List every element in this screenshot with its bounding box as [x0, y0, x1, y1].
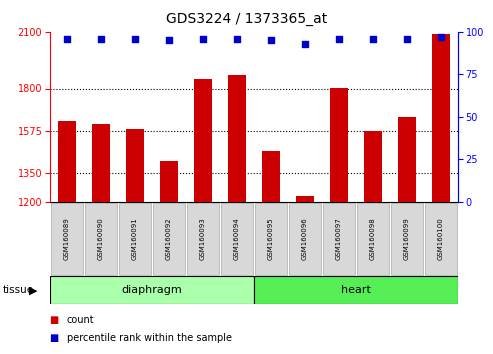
Point	[97, 36, 105, 41]
FancyBboxPatch shape	[153, 202, 185, 275]
FancyBboxPatch shape	[187, 202, 219, 275]
FancyBboxPatch shape	[424, 202, 458, 275]
Bar	[58, 121, 76, 202]
Point	[301, 41, 309, 47]
Text: GSM160093: GSM160093	[200, 218, 206, 260]
Point	[199, 36, 207, 41]
FancyBboxPatch shape	[51, 202, 83, 275]
Text: percentile rank within the sample: percentile rank within the sample	[67, 333, 232, 343]
Bar	[126, 129, 144, 202]
Text: GSM160094: GSM160094	[234, 218, 240, 260]
Text: ■: ■	[49, 333, 59, 343]
Text: heart: heart	[341, 285, 371, 295]
FancyBboxPatch shape	[221, 202, 253, 275]
Bar	[296, 196, 315, 202]
Point	[437, 34, 445, 40]
Text: count: count	[67, 315, 94, 325]
Point	[165, 38, 173, 43]
Bar	[432, 34, 450, 202]
Point	[131, 36, 139, 41]
FancyBboxPatch shape	[356, 202, 389, 275]
Text: ■: ■	[49, 315, 59, 325]
Text: GDS3224 / 1373365_at: GDS3224 / 1373365_at	[166, 12, 327, 27]
FancyBboxPatch shape	[255, 202, 287, 275]
Point	[63, 36, 71, 41]
FancyBboxPatch shape	[323, 202, 355, 275]
Point	[267, 38, 275, 43]
FancyBboxPatch shape	[85, 202, 117, 275]
Bar	[398, 117, 417, 202]
Point	[233, 36, 241, 41]
FancyBboxPatch shape	[50, 276, 254, 304]
Text: GSM160098: GSM160098	[370, 218, 376, 260]
Bar	[262, 151, 281, 202]
Point	[335, 36, 343, 41]
FancyBboxPatch shape	[254, 276, 458, 304]
Text: GSM160095: GSM160095	[268, 218, 274, 260]
Point	[369, 36, 377, 41]
Text: GSM160092: GSM160092	[166, 218, 172, 260]
Text: tissue: tissue	[2, 285, 34, 295]
Text: GSM160090: GSM160090	[98, 218, 104, 260]
Text: GSM160096: GSM160096	[302, 218, 308, 260]
Text: GSM160097: GSM160097	[336, 218, 342, 260]
Bar	[228, 75, 246, 202]
Text: ▶: ▶	[29, 285, 38, 295]
Bar	[330, 87, 349, 202]
Point	[403, 36, 411, 41]
Text: GSM160099: GSM160099	[404, 218, 410, 260]
FancyBboxPatch shape	[119, 202, 151, 275]
Text: GSM160100: GSM160100	[438, 218, 444, 260]
Text: diaphragm: diaphragm	[122, 285, 182, 295]
FancyBboxPatch shape	[390, 202, 423, 275]
Text: GSM160089: GSM160089	[64, 218, 70, 260]
Bar	[364, 131, 383, 202]
Bar	[92, 124, 110, 202]
Bar	[160, 161, 178, 202]
FancyBboxPatch shape	[289, 202, 321, 275]
Bar	[194, 79, 212, 202]
Text: GSM160091: GSM160091	[132, 218, 138, 260]
